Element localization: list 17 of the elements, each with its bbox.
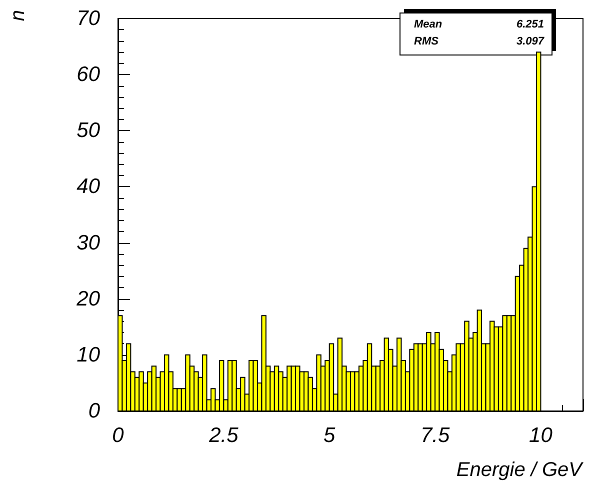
y-axis-title: n (7, 10, 29, 22)
x-tick-label: 10 (529, 424, 553, 447)
y-tick-label: 70 (76, 7, 100, 30)
x-tick-label: 5 (324, 424, 336, 447)
y-tick-label: 10 (76, 343, 100, 366)
text: Mean 6.251 (414, 18, 544, 30)
y-tick-label: 50 (76, 119, 100, 142)
x-tick-label: 2.5 (208, 424, 239, 447)
y-tick-label: 0 (88, 400, 100, 422)
x-tick-label: 7.5 (420, 424, 450, 447)
x-axis-title: Energie / GeV (456, 459, 584, 481)
y-tick-label: 60 (76, 63, 100, 86)
text: RMS 3.097 (414, 36, 544, 48)
y-tick-label: 30 (76, 231, 100, 254)
x-tick-label: 0 (112, 424, 124, 447)
y-tick-label: 20 (76, 287, 100, 310)
y-tick-label: 40 (76, 175, 100, 198)
